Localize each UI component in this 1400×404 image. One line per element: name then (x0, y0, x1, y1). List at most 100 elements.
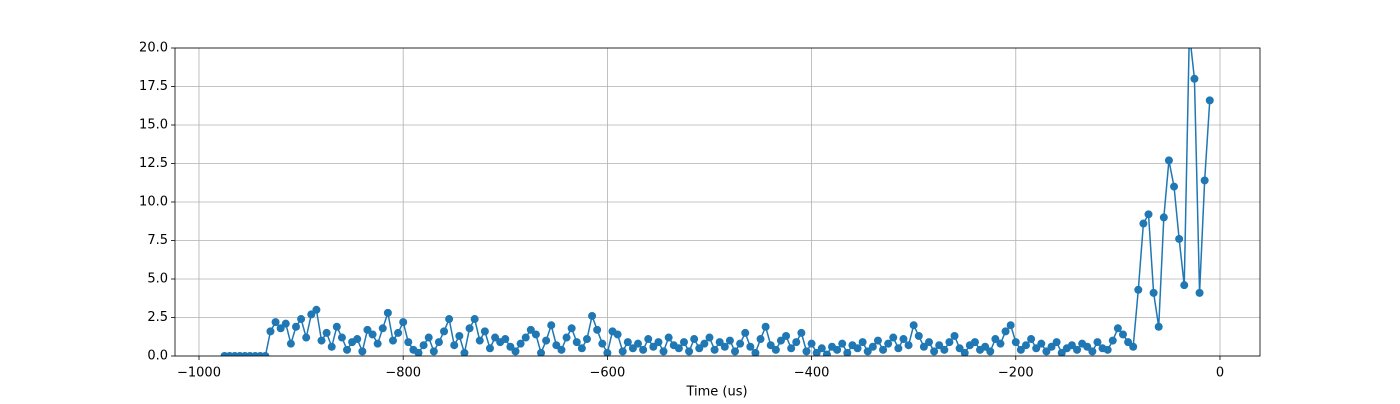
data-point (649, 342, 658, 351)
data-point (873, 336, 882, 345)
data-point (547, 321, 556, 330)
data-point (634, 339, 643, 348)
data-point (562, 333, 571, 342)
data-point (787, 344, 796, 353)
data-point (1124, 338, 1133, 347)
data-point (613, 330, 622, 339)
data-point (725, 336, 734, 345)
data-point (1011, 338, 1020, 347)
data-point (1118, 330, 1127, 339)
data-point (945, 338, 954, 347)
data-point (751, 348, 760, 356)
data-point (276, 324, 285, 333)
data-point (1021, 341, 1030, 350)
data-point (450, 341, 459, 350)
data-point (1129, 342, 1138, 351)
data-point (552, 341, 561, 350)
data-point (1042, 347, 1051, 356)
data-point (685, 347, 694, 356)
x-tick-label: −400 (794, 366, 830, 381)
x-tick-label: −800 (385, 366, 421, 381)
data-point (797, 328, 806, 337)
data-point (582, 335, 591, 344)
data-point (424, 333, 433, 342)
data-point (853, 344, 862, 353)
y-tick-label: 15.0 (139, 118, 168, 133)
data-point (1016, 345, 1025, 354)
y-tick-label: 5.0 (147, 272, 168, 287)
data-point (521, 333, 530, 342)
data-point (404, 338, 413, 347)
data-point (909, 321, 918, 330)
data-point (271, 318, 280, 327)
data-point (593, 325, 602, 334)
data-point (1159, 213, 1168, 222)
data-point (894, 344, 903, 353)
data-point (1037, 339, 1046, 348)
data-point (542, 336, 551, 345)
data-point (434, 338, 443, 347)
data-point (460, 348, 469, 356)
y-tick-label: 7.5 (147, 233, 168, 248)
data-point (720, 342, 729, 351)
data-point (700, 339, 709, 348)
data-point (736, 339, 745, 348)
data-point (1195, 288, 1204, 297)
data-point (572, 338, 581, 347)
data-point (919, 342, 928, 351)
data-point (981, 342, 990, 351)
data-point (394, 328, 403, 337)
data-point (1093, 338, 1102, 347)
data-point (1144, 210, 1153, 219)
data-point (1052, 338, 1061, 347)
data-point (531, 330, 540, 339)
data-point (771, 345, 780, 354)
data-point (955, 344, 964, 353)
data-point (950, 331, 959, 340)
data-point (802, 347, 811, 356)
data-point (884, 339, 893, 348)
data-point (475, 336, 484, 345)
data-point (1032, 344, 1041, 353)
data-point (419, 341, 428, 350)
y-tick-label: 10.0 (139, 195, 168, 210)
data-point (491, 333, 500, 342)
x-tick-label: −1000 (177, 366, 221, 381)
data-point (1205, 96, 1214, 105)
data-point (868, 342, 877, 351)
data-point (914, 331, 923, 340)
data-point (353, 335, 362, 344)
data-point (899, 335, 908, 344)
data-point (261, 352, 270, 356)
data-point (1006, 321, 1015, 330)
y-tick-label: 20.0 (139, 41, 168, 56)
data-point (1170, 182, 1179, 191)
data-point (526, 325, 535, 334)
data-point (603, 348, 612, 356)
data-point (924, 338, 933, 347)
data-point (623, 338, 632, 347)
data-point (297, 315, 306, 324)
data-point (286, 339, 295, 348)
data-point (317, 336, 326, 345)
data-point (343, 345, 352, 354)
data-point (1134, 285, 1143, 294)
data-point (1190, 74, 1199, 83)
data-point (414, 348, 423, 356)
data-point (429, 347, 438, 356)
data-point (368, 330, 377, 339)
data-point (986, 347, 995, 356)
data-point (731, 347, 740, 356)
data-point (970, 338, 979, 347)
data-point (833, 345, 842, 354)
data-point (776, 336, 785, 345)
data-point (741, 328, 750, 337)
data-point (715, 338, 724, 347)
data-point (664, 333, 673, 342)
data-point (327, 342, 336, 351)
data-point (399, 318, 408, 327)
data-point (766, 341, 775, 350)
data-point (1067, 341, 1076, 350)
data-point (332, 322, 341, 331)
data-point (388, 336, 397, 345)
